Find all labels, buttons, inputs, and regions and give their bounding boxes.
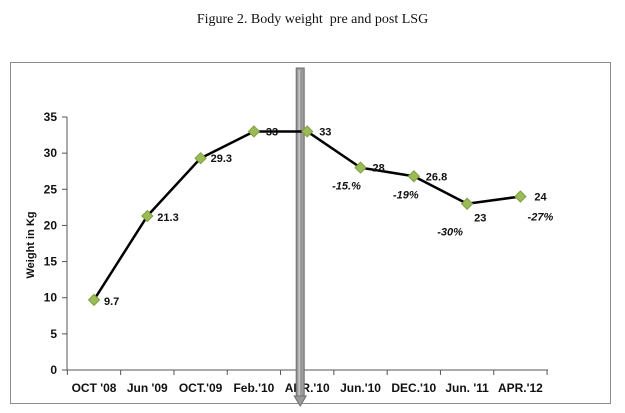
y-tick-label: 25 bbox=[44, 182, 58, 196]
data-label: 23 bbox=[474, 213, 486, 225]
y-axis: 0 5 10 15 20 25 30 35 bbox=[44, 110, 68, 377]
y-axis-title: Weight in Kg bbox=[25, 211, 37, 278]
figure-title: Figure 2. Body weight pre and post LSG bbox=[196, 12, 429, 27]
x-axis: OCT '08 Jun '09 OCT.'09 Feb.'10 APR.'10 Jun.'… bbox=[66, 369, 548, 395]
data-point bbox=[354, 161, 367, 174]
percent-change-label: -27% bbox=[528, 212, 554, 224]
data-point bbox=[407, 170, 421, 183]
y-tick-label: 10 bbox=[44, 291, 58, 305]
x-tick-label: Jun. '11 bbox=[445, 381, 489, 395]
data-label: 24 bbox=[534, 192, 547, 204]
data-point bbox=[141, 209, 154, 223]
surgery-marker-bar bbox=[295, 67, 305, 399]
y-tick-label: 20 bbox=[44, 218, 58, 232]
data-label: 33 bbox=[319, 126, 331, 138]
surgery-marker bbox=[293, 67, 308, 407]
data-point bbox=[514, 190, 527, 203]
x-tick-label: Feb.'10 bbox=[233, 381, 274, 395]
data-point bbox=[87, 293, 101, 307]
x-tick-label: DEC.'10 bbox=[391, 381, 436, 395]
data-labels: 9.7 21.3 29.3 33 33 28 26.8 23 24 bbox=[104, 126, 548, 307]
percent-change-label: -30% bbox=[437, 227, 463, 239]
x-tick-label: Jun '09 bbox=[127, 381, 168, 395]
data-label: 26.8 bbox=[426, 171, 447, 183]
percent-change-label: -19% bbox=[393, 189, 419, 201]
x-tick-label: OCT '08 bbox=[72, 381, 117, 395]
x-tick-label: OCT.'09 bbox=[179, 381, 223, 395]
data-point bbox=[460, 197, 474, 210]
y-tick-label: 5 bbox=[50, 327, 57, 341]
data-label: 21.3 bbox=[157, 212, 178, 224]
y-tick-label: 15 bbox=[44, 255, 58, 269]
percent-change-labels: -15.% -19% -30% -27% bbox=[332, 181, 553, 239]
data-point bbox=[300, 125, 314, 138]
percent-change-label: -15.% bbox=[332, 181, 361, 193]
y-tick-label: 0 bbox=[50, 363, 57, 377]
data-label: 9.7 bbox=[104, 296, 119, 308]
x-tick-label: Jun.'10 bbox=[340, 381, 381, 395]
y-tick-label: 35 bbox=[44, 110, 58, 124]
x-tick-label: APR.'10 bbox=[285, 381, 330, 395]
surgery-marker-arrowhead bbox=[293, 395, 308, 407]
y-tick-label: 30 bbox=[44, 146, 58, 160]
data-point bbox=[194, 151, 207, 165]
data-label: 28 bbox=[373, 163, 385, 175]
chart-frame bbox=[10, 62, 611, 404]
data-label: 33 bbox=[266, 126, 278, 138]
data-label: 29.3 bbox=[211, 153, 232, 165]
data-point bbox=[247, 125, 261, 138]
weight-series bbox=[87, 125, 527, 307]
x-tick-label: APR.'12 bbox=[498, 381, 543, 395]
